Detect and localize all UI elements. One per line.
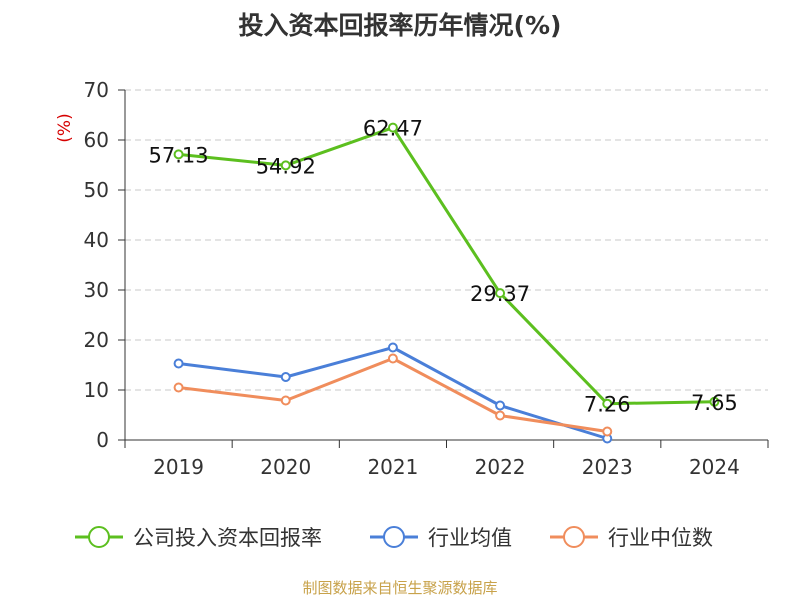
chart-title: 投入资本回报率历年情况(%) — [239, 11, 562, 40]
y-tick-label: 60 — [84, 128, 109, 152]
legend-label: 行业中位数 — [608, 526, 713, 550]
data-point — [173, 149, 184, 160]
data-label: 62.47 — [363, 117, 423, 141]
x-tick-label: 2024 — [689, 455, 740, 479]
data-point — [709, 396, 720, 407]
series-layer — [173, 122, 720, 444]
y-tick-label: 50 — [84, 178, 109, 202]
data-point — [173, 358, 184, 369]
legend-marker — [563, 526, 585, 548]
x-tick-label: 2019 — [153, 455, 204, 479]
legend-marker — [88, 526, 110, 548]
y-unit-label: (%) — [55, 113, 75, 142]
data-point — [280, 372, 291, 382]
y-tick-label: 0 — [96, 428, 109, 452]
data-point — [495, 400, 506, 411]
legend-marker — [383, 526, 405, 548]
data-point — [280, 160, 291, 171]
data-label: 7.26 — [584, 393, 631, 417]
series-line — [178, 126, 715, 406]
axes: 0 10 20 30 40 50 60 70 2019 2020 2021 2022 2023 2024 — [84, 78, 769, 479]
data-labels: 57.13 54.92 62.47 29.37 7.26 7.65 — [149, 117, 738, 417]
data-label: 7.65 — [691, 391, 738, 415]
legend-label: 行业均值 — [428, 526, 512, 550]
x-tick-label: 2021 — [367, 455, 418, 479]
data-point — [495, 288, 506, 299]
data-label: 29.37 — [470, 282, 530, 306]
y-tick-label: 40 — [84, 228, 109, 252]
legend-item[interactable]: 行业均值 — [370, 526, 512, 550]
data-point — [173, 382, 184, 393]
legend[interactable]: 公司投入资本回报率 行业均值 行业中位数 — [75, 526, 713, 550]
data-point — [387, 342, 398, 353]
series-line — [178, 357, 608, 433]
y-tick-label: 10 — [84, 378, 109, 402]
legend-item[interactable]: 公司投入资本回报率 — [75, 526, 322, 550]
x-tick-label: 2023 — [582, 455, 633, 479]
data-point — [387, 122, 398, 133]
x-tick-label: 2020 — [260, 455, 311, 479]
data-point — [387, 353, 398, 364]
y-tick-label: 30 — [84, 278, 109, 302]
data-point — [495, 410, 506, 421]
data-point — [602, 426, 613, 437]
y-tick-label: 70 — [84, 78, 109, 102]
legend-item[interactable]: 行业中位数 — [550, 526, 713, 550]
legend-label: 公司投入资本回报率 — [133, 526, 322, 550]
y-tick-label: 20 — [84, 328, 109, 352]
x-tick-label: 2022 — [475, 455, 526, 479]
data-point — [602, 398, 613, 409]
data-label: 54.92 — [256, 154, 316, 178]
source-note: 制图数据来自恒生聚源数据库 — [302, 579, 497, 597]
data-label: 57.13 — [149, 143, 209, 167]
data-point — [280, 395, 291, 406]
gridlines — [125, 89, 768, 391]
